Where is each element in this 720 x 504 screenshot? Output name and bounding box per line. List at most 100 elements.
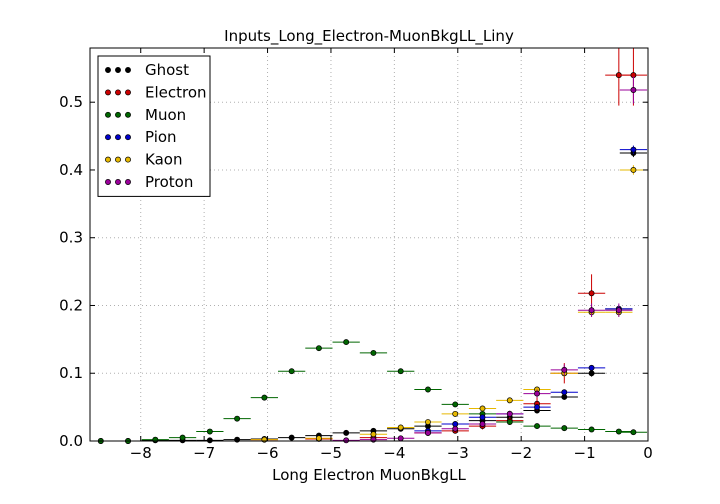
data-point [630,146,637,153]
legend-marker [105,179,111,185]
legend-marker [105,67,111,73]
legend-marker [115,134,121,141]
y-tick-label: 0.3 [59,229,83,247]
y-tick-label: 0.1 [59,364,83,382]
data-point [630,429,637,436]
data-point [261,394,268,401]
legend-label: Ghost [145,61,189,79]
data-point [315,345,322,352]
data-point [630,167,637,173]
legend-marker [115,89,121,96]
legend-marker [115,111,121,118]
x-tick-label: −4 [383,444,405,462]
data-point [397,368,404,375]
x-tick-label: −6 [256,444,278,462]
data-point [588,307,595,314]
legend-label: Kaon [145,151,182,169]
legend-marker [115,156,121,163]
x-tick-label: −7 [193,444,215,462]
legend-marker [115,179,121,185]
y-tick-label: 0.2 [59,296,83,314]
legend-label: Pion [145,128,177,146]
data-point [370,431,377,438]
legend-label: Electron [145,83,207,101]
data-point [534,423,540,430]
legend-label: Proton [145,173,193,191]
data-point [534,404,540,411]
data-point [206,428,213,435]
data-point [288,368,295,375]
chart-title: Inputs_Long_Electron-MuonBkgLL_Liny [224,27,514,46]
data-point [452,410,459,417]
legend-marker [125,134,131,141]
series-pion [414,145,648,434]
legend-box [97,55,211,197]
series-kaon [250,165,648,443]
data-point [343,437,350,444]
x-tick-label: −8 [130,444,152,462]
legend-marker [125,111,131,118]
legend-entry-proton: Proton [105,173,193,191]
data-point [588,290,595,297]
data-point [506,397,513,404]
legend-marker [105,111,111,118]
legend-entry-muon: Muon [105,106,186,124]
data-point [588,364,595,371]
axis-ticks: −8 −7 −6 −5 −4 −3 −2 −1 0 0.0 0.1 0.2 0.3 0.4 0.5 [59,48,653,462]
data-point [479,405,486,412]
legend-marker [125,67,131,73]
data-point [234,415,241,422]
data-point [506,410,513,417]
data-point [425,429,431,436]
data-point [588,426,595,433]
y-tick-label: 0.4 [59,161,83,179]
legend-marker [125,89,131,96]
y-tick-label: 0.5 [59,93,83,111]
legend: Ghost Electron Muon Pion Kaon Proton [97,55,211,197]
x-tick-label: −2 [510,444,532,462]
data-point [615,307,622,314]
legend-entry-kaon: Kaon [105,151,182,169]
data-point [343,429,350,436]
x-tick-label: −3 [447,444,469,462]
legend-entry-electron: Electron [105,83,207,101]
data-point [288,434,295,441]
data-point [534,390,540,397]
data-point [561,366,568,373]
data-point [630,87,637,93]
data-point [479,414,486,421]
data-point [206,437,213,444]
data-point [479,421,486,428]
data-point [397,435,404,442]
data-point [425,419,431,425]
legend-marker [105,134,111,141]
plot-frame [89,47,649,442]
data-point [425,386,431,393]
data-point [615,428,622,435]
legend-entry-ghost: Ghost [105,61,189,79]
legend-marker [115,67,121,73]
y-tick-label: 0.0 [59,432,83,450]
legend-entry-pion: Pion [105,128,177,146]
data-point [315,435,322,442]
legend-marker [105,156,111,163]
legend-marker [125,156,131,163]
plot-data [90,48,648,444]
data-point [452,425,459,432]
series-proton [332,76,648,444]
x-axis-label: Long Electron MuonBkgLL [272,466,466,484]
x-tick-label: −1 [574,444,596,462]
x-tick-label: 0 [643,444,653,462]
legend-marker [105,89,111,96]
data-point [179,434,186,441]
x-tick-label: −5 [320,444,342,462]
legend-label: Muon [145,106,186,124]
data-point [343,339,350,346]
series-electron [250,48,648,443]
data-point [397,424,404,431]
data-point [588,370,595,377]
data-point [561,389,568,396]
data-point [452,401,459,408]
legend-marker [125,179,131,185]
